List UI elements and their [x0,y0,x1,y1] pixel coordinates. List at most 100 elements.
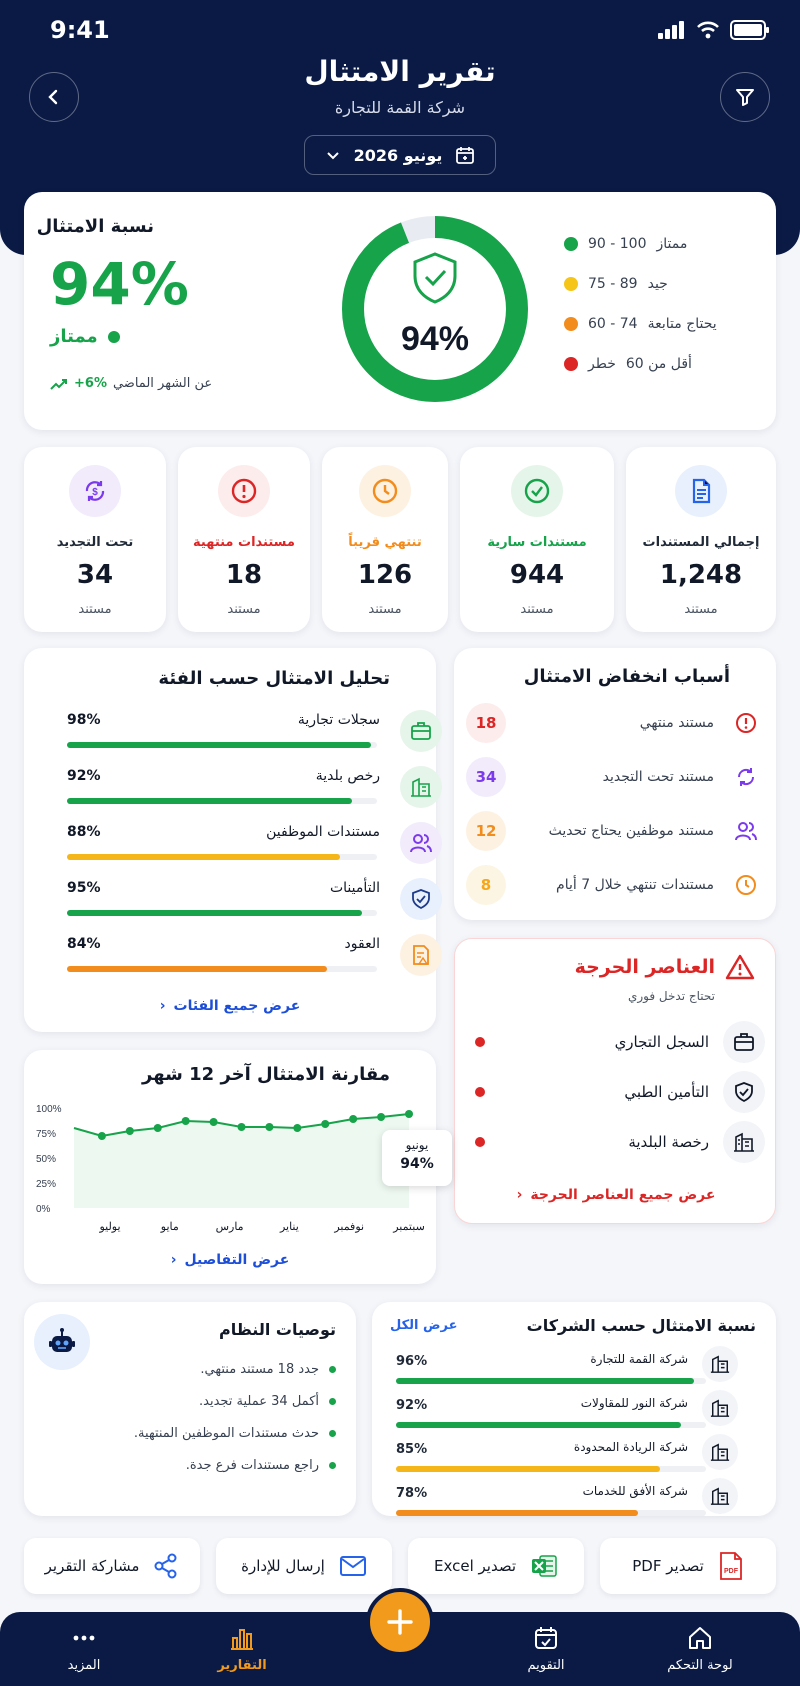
critical-item[interactable]: السجل التجاري [465,1017,765,1067]
view-all-critical-link[interactable]: عرض جميع العناصر الحرجة ‹ [455,1187,777,1203]
recommendation-text: راجع مستندات فرع جدة. [185,1458,319,1473]
bullet [329,1430,336,1437]
view-details-label: عرض التفاصيل [184,1252,290,1268]
back-button[interactable] [29,72,79,122]
nav-calendar[interactable]: التقويم [486,1624,606,1673]
nav-more[interactable]: المزيد [24,1624,144,1673]
category-row[interactable]: العقود 84% [42,928,442,982]
filter-button[interactable] [720,72,770,122]
reason-item[interactable]: مستند منتهي 18 [466,700,766,746]
category-row[interactable]: رخص بلدية 92% [42,760,442,814]
category-name: العقود [344,936,380,952]
document-icon [675,465,727,517]
legend-item: 60 - 74 يحتاج متابعة [564,316,717,332]
add-button[interactable] [366,1588,434,1656]
critical-item-label: التأمين الطبي [624,1083,709,1101]
stat-unit: مستند [520,602,554,617]
legend-item: 90 - 100 ممتاز [564,236,687,252]
shield-check-icon [413,252,457,304]
recommendations-card: توصيات النظام جدد 18 مستند منتهي. أكمل 3… [24,1302,356,1516]
bullet [329,1366,336,1373]
rating-label: ممتاز [50,326,98,347]
chevron-left-icon [48,89,58,105]
company-row[interactable]: شركة القمة للتجارة 96% [388,1346,738,1390]
stat-under-renewal[interactable]: $ تحت التجديد 34 مستند [24,447,166,632]
month-selector[interactable]: يونيو 2026 [304,135,496,175]
legend-item: خطر أقل من 60 [564,356,692,372]
trend-point[interactable] [153,1124,162,1132]
legend-range: 60 - 74 [588,316,638,332]
legend-dot [564,317,578,331]
critical-dot [475,1087,485,1097]
send-label: إرسال للإدارة [241,1557,325,1575]
company-bar-fill [396,1422,682,1428]
trend-point[interactable] [209,1118,218,1126]
recommendation-text: جدد 18 مستند منتهي. [200,1362,319,1377]
building-icon [702,1346,738,1382]
stat-unit: مستند [78,602,112,617]
stat-total[interactable]: إجمالي المستندات 1,248 مستند [626,447,776,632]
building-icon [702,1478,738,1514]
battery-icon [730,20,769,40]
companies-view-all[interactable]: عرض الكل [390,1318,458,1333]
view-all-categories-link[interactable]: عرض جميع الفئات ‹ [24,998,436,1014]
share-report-button[interactable]: مشاركة التقرير [24,1538,200,1594]
recommendation-item: حدث مستندات الموظفين المنتهية. [134,1426,336,1441]
stat-valid[interactable]: مستندات سارية 944 مستند [460,447,614,632]
critical-dot [475,1137,485,1147]
stat-expired[interactable]: مستندات منتهية 18 مستند [178,447,310,632]
category-bar-fill [67,798,353,804]
legend-label: يحتاج متابعة [647,316,717,332]
legend-label: خطر [588,356,616,372]
critical-item[interactable]: التأمين الطبي [465,1067,765,1117]
category-percent: 95% [67,880,101,896]
export-excel-button[interactable]: تصدير Excel [408,1538,584,1594]
trend-point[interactable] [237,1123,246,1131]
category-bar-fill [67,910,362,916]
category-bar-track [67,854,377,860]
nav-reports-label: التقارير [217,1658,267,1673]
nav-home[interactable]: لوحة التحكم [640,1624,760,1673]
trend-point[interactable] [349,1115,358,1123]
gauge-arc [342,216,528,402]
trend-point[interactable] [125,1127,134,1135]
trend-area [74,1114,409,1208]
trend-point[interactable] [293,1124,302,1132]
trend-title: مقارنة الامتثال آخر 12 شهر [142,1064,390,1085]
stat-expiring-soon[interactable]: تنتهي قريباً 126 مستند [322,447,448,632]
trend-point[interactable] [377,1113,386,1121]
stat-unit: مستند [368,602,402,617]
trend-point[interactable] [265,1123,274,1131]
reason-item[interactable]: مستند تحت التجديد 34 [466,754,766,800]
x-tick-label: يوليو [98,1221,120,1233]
category-row[interactable]: التأمينات 95% [42,872,442,926]
compliance-percent: 94% [50,250,189,318]
alert-circle-icon [218,465,270,517]
company-bar-track [396,1510,706,1516]
category-row[interactable]: سجلات تجارية 98% [42,704,442,758]
category-row[interactable]: مستندات الموظفين 88% [42,816,442,870]
trend-point[interactable] [181,1117,190,1125]
trend-point[interactable] [97,1132,106,1140]
company-row[interactable]: شركة الريادة المحدودة 85% [388,1434,738,1478]
chevron-left-icon: ‹ [159,998,166,1014]
send-to-management-button[interactable]: إرسال للإدارة [216,1538,392,1594]
critical-item[interactable]: رخصة البلدية [465,1117,765,1167]
reason-item[interactable]: مستند موظفين يحتاج تحديث 12 [466,808,766,854]
compliance-gauge: 94% [342,216,528,402]
company-row[interactable]: شركة الأفق للخدمات 78% [388,1478,738,1522]
legend-range: 90 - 100 [588,236,647,252]
reason-count: 12 [466,811,506,851]
check-circle-icon [511,465,563,517]
nav-reports[interactable]: التقارير [182,1624,302,1673]
company-row[interactable]: شركة النور للمقاولات 92% [388,1390,738,1434]
x-tick-label: مايو [160,1221,179,1233]
nav-calendar-label: التقويم [527,1658,565,1673]
trend-point[interactable] [405,1110,413,1118]
contract-icon [400,934,442,976]
reason-item[interactable]: مستندات تنتهي خلال 7 أيام 8 [466,862,766,908]
trend-point[interactable] [321,1120,330,1128]
view-details-link[interactable]: عرض التفاصيل ‹ [24,1252,436,1268]
critical-title: العناصر الحرجة [574,956,715,978]
export-pdf-button[interactable]: PDF تصدير PDF [600,1538,776,1594]
